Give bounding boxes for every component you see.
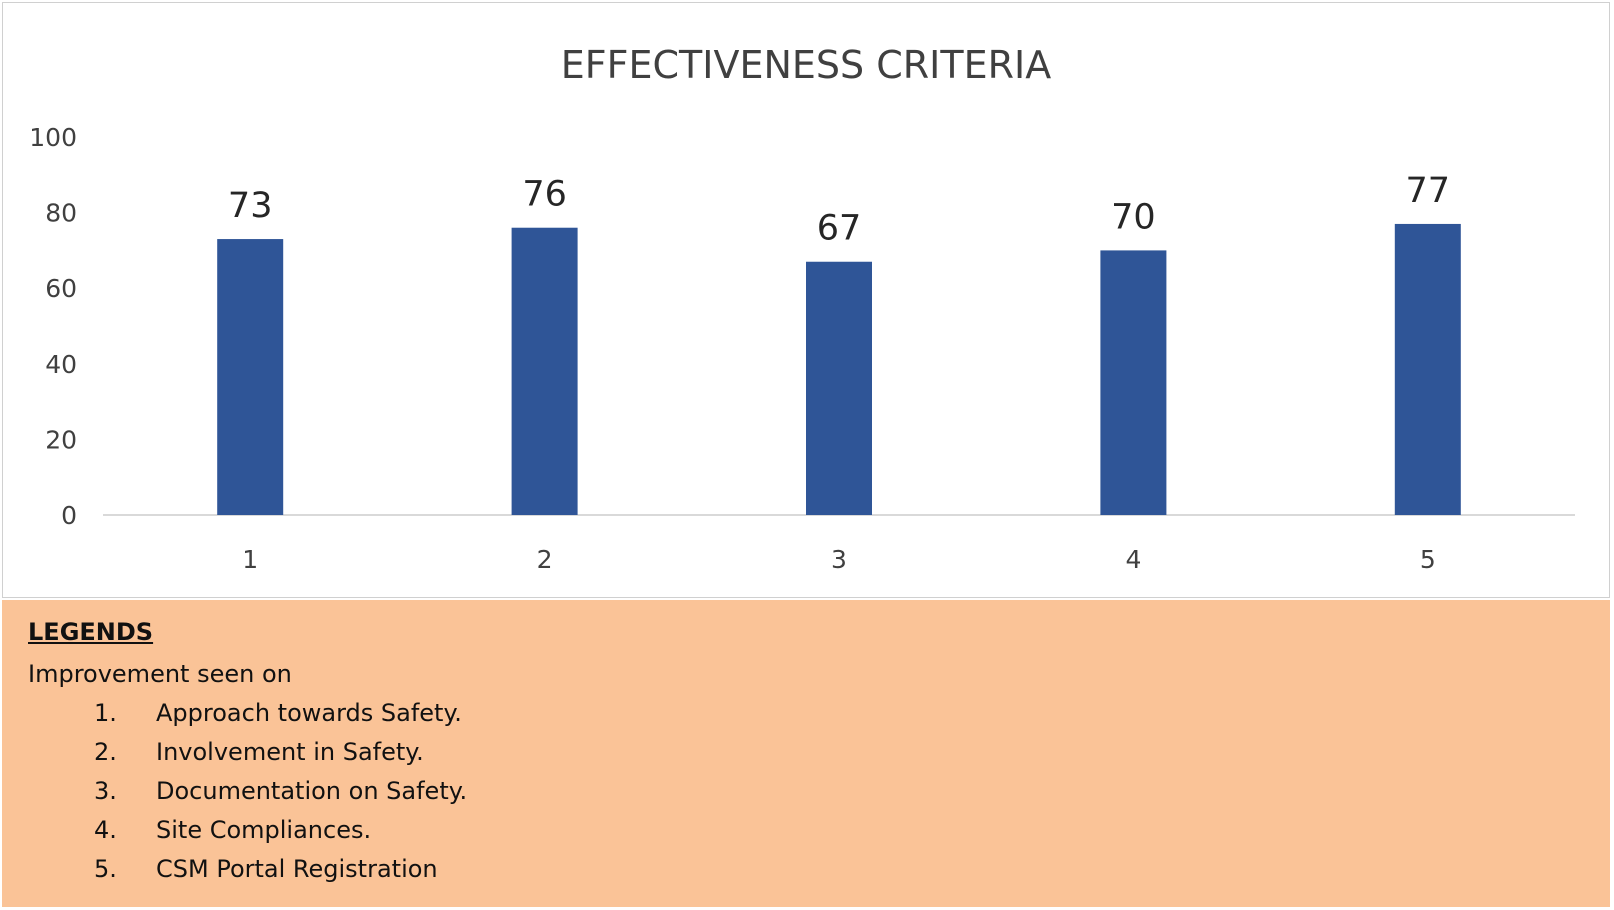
bar [217, 239, 284, 515]
legend-item-label: Documentation on Safety. [156, 777, 468, 805]
legend-item-number: 2. [94, 738, 117, 766]
data-labels: 73 76 67 70 77 [228, 171, 1450, 249]
data-label: 70 [1111, 197, 1156, 237]
legend-item: 2. Involvement in Safety. [94, 733, 1610, 772]
legend-panel: LEGENDS Improvement seen on 1. Approach … [2, 600, 1610, 907]
legend-item-number: 3. [94, 777, 117, 805]
y-tick-label: 0 [61, 501, 77, 530]
x-tick-label: 3 [831, 545, 847, 574]
x-tick-label: 5 [1420, 545, 1436, 574]
x-axis-ticks: 1 2 3 4 5 [242, 545, 1436, 574]
y-tick-label: 20 [45, 425, 77, 454]
legend-item-label: Approach towards Safety. [156, 699, 462, 727]
legend-item: 1. Approach towards Safety. [94, 694, 1610, 733]
x-tick-label: 2 [537, 545, 553, 574]
chart-title: EFFECTIVENESS CRITERIA [561, 43, 1051, 87]
legend-item-number: 1. [94, 699, 117, 727]
y-tick-label: 40 [45, 350, 77, 379]
legend-item-label: Site Compliances. [156, 816, 372, 844]
bar-chart: EFFECTIVENESS CRITERIA 0 20 40 60 80 100 73 76… [29, 43, 1575, 574]
data-label: 67 [817, 209, 862, 249]
bar [1394, 223, 1461, 515]
data-label: 77 [1406, 171, 1451, 211]
y-tick-label: 80 [45, 199, 77, 228]
legend-item: 5. CSM Portal Registration [94, 850, 1610, 889]
x-tick-label: 1 [242, 545, 258, 574]
bar-series [217, 223, 1461, 515]
y-axis-ticks: 0 20 40 60 80 100 [29, 123, 77, 530]
legend-item-label: CSM Portal Registration [156, 855, 438, 883]
legend-item: 3. Documentation on Safety. [94, 772, 1610, 811]
legend-heading: LEGENDS [28, 618, 154, 646]
bar [1100, 250, 1167, 515]
chart-panel: EFFECTIVENESS CRITERIA 0 20 40 60 80 100 73 76… [2, 2, 1610, 598]
x-tick-label: 4 [1125, 545, 1141, 574]
legend-item: 4. Site Compliances. [94, 811, 1610, 850]
y-tick-label: 100 [29, 123, 77, 152]
legend-item-number: 4. [94, 816, 117, 844]
legend-intro: Improvement seen on [28, 660, 292, 688]
y-tick-label: 60 [45, 274, 77, 303]
legend-item-number: 5. [94, 855, 117, 883]
data-label: 73 [228, 186, 273, 226]
legend-list: 1. Approach towards Safety. 2. Involveme… [28, 694, 1610, 889]
bar [806, 261, 872, 515]
bar [511, 227, 578, 515]
legend-item-label: Involvement in Safety. [156, 738, 424, 766]
data-label: 76 [522, 175, 567, 215]
